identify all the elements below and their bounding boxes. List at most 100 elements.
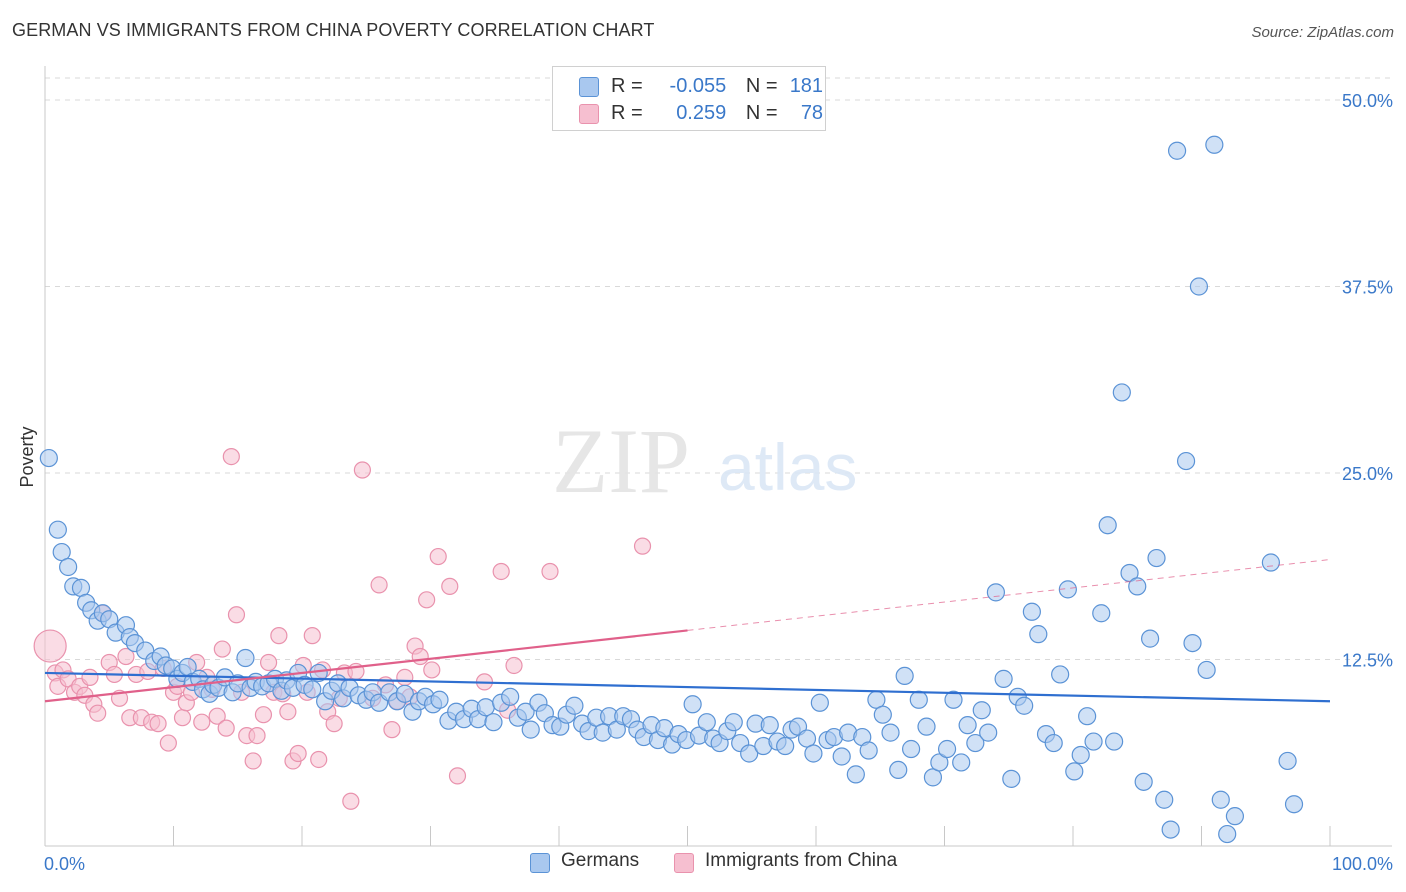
china-point (149, 715, 167, 733)
germans-point (859, 741, 878, 760)
germans-point (395, 684, 414, 703)
china-point (208, 707, 226, 725)
germans-point (966, 733, 985, 753)
germans-point (909, 690, 928, 709)
china-point (505, 656, 523, 675)
legend-row-china: R = 0.259 N = 78 (611, 102, 823, 125)
germans-point (1084, 732, 1103, 751)
china-point (353, 461, 371, 479)
legend-r-value: -0.055 (669, 75, 727, 97)
china-point (254, 706, 273, 724)
chart-title: GERMAN VS IMMIGRANTS FROM CHINA POVERTY … (12, 20, 655, 40)
germans-point (1278, 751, 1297, 771)
china-point (117, 647, 135, 666)
germans-point (1065, 762, 1084, 781)
china-point (541, 562, 559, 581)
germans-point (516, 702, 535, 721)
watermark-zip: ZIP (552, 410, 690, 512)
legend-r-value: 0.259 (676, 102, 727, 124)
germans-point (476, 698, 495, 717)
germans-point (1098, 516, 1117, 535)
germans-point (303, 680, 322, 699)
source-credit: Source: ZipAtlas.com (1251, 24, 1394, 41)
germans-point (917, 717, 936, 736)
legend-n-value: 78 (800, 102, 824, 124)
germans-point (930, 753, 949, 772)
germans-point (521, 720, 540, 739)
germans-point (1197, 660, 1216, 680)
germans-point (937, 739, 957, 759)
germans-point (1044, 733, 1063, 753)
germans-point (1071, 745, 1090, 765)
correlation-legend: R = -0.055 N = 181 R = 0.259 N = 78 (552, 66, 826, 131)
germans-point (776, 736, 795, 756)
china-point (159, 734, 177, 752)
germans-point (1225, 807, 1245, 826)
china-point (279, 703, 297, 721)
germans-point (683, 695, 702, 714)
germans-point (1211, 790, 1230, 809)
germans-point (1183, 633, 1202, 653)
legend-n-label: N = (745, 102, 778, 124)
grid-lines (45, 77, 1392, 660)
germans-point (1218, 824, 1237, 844)
germans-point (59, 557, 78, 577)
germans-point (832, 747, 851, 766)
germans-point (944, 690, 963, 709)
germans-point (1128, 577, 1147, 596)
germans-point (1051, 665, 1070, 684)
germans-point (1134, 772, 1153, 791)
china-point (411, 647, 429, 666)
legend-r-label: R = (611, 75, 643, 97)
china-point (448, 767, 467, 785)
china-point (423, 661, 441, 679)
china-point (81, 668, 99, 687)
germans-point (565, 696, 584, 715)
germans-point (1189, 277, 1209, 296)
germans-point (430, 690, 449, 709)
x-tick-label: 0.0% (44, 854, 85, 874)
y-tick-label: 12.5% (1342, 651, 1393, 671)
germans-point (1176, 451, 1196, 471)
swatch-china (674, 853, 694, 873)
china-point (633, 537, 652, 555)
germans-point (1022, 602, 1041, 621)
china-point (303, 627, 321, 645)
china-point (248, 726, 266, 745)
germans-point (1078, 707, 1097, 726)
tick-labels: 12.5% 25.0% 37.5% 50.0% 0.0% 100.0% (44, 91, 1393, 874)
germans-point (994, 669, 1013, 688)
y-tick-label: 25.0% (1342, 464, 1393, 484)
china-point (441, 577, 459, 595)
legend-row-germans: R = -0.055 N = 181 (611, 75, 823, 98)
china-trend-line-projection (687, 559, 1331, 631)
china-point (213, 640, 231, 658)
series-legend-china: Immigrants from China (674, 850, 898, 873)
germans-point (810, 693, 829, 712)
x-tick-label: 100.0% (1332, 854, 1393, 874)
germans-point (740, 744, 759, 763)
legend-swatch-china (579, 104, 599, 124)
china-point (33, 629, 67, 663)
china-point (342, 792, 360, 810)
legend-n-value: 181 (789, 75, 824, 97)
series-legend-germans-label: Germans (561, 850, 640, 871)
china-trend-line (44, 629, 688, 703)
china-point (289, 744, 307, 763)
germans-point (1029, 625, 1048, 644)
germans-point (484, 713, 503, 732)
china-point (259, 653, 278, 672)
y-axis-label: Poverty (17, 426, 37, 487)
germans-point (881, 723, 900, 742)
china-point (418, 591, 436, 609)
china-point (396, 668, 414, 687)
germans-point (1284, 795, 1304, 814)
germans-point (901, 739, 921, 759)
series-legend-china-label: Immigrants from China (705, 850, 898, 871)
germans-point (1147, 548, 1166, 568)
germans-point (1205, 135, 1224, 154)
china-point (222, 447, 240, 466)
germans-point (39, 448, 58, 468)
germans-point (1155, 790, 1174, 809)
